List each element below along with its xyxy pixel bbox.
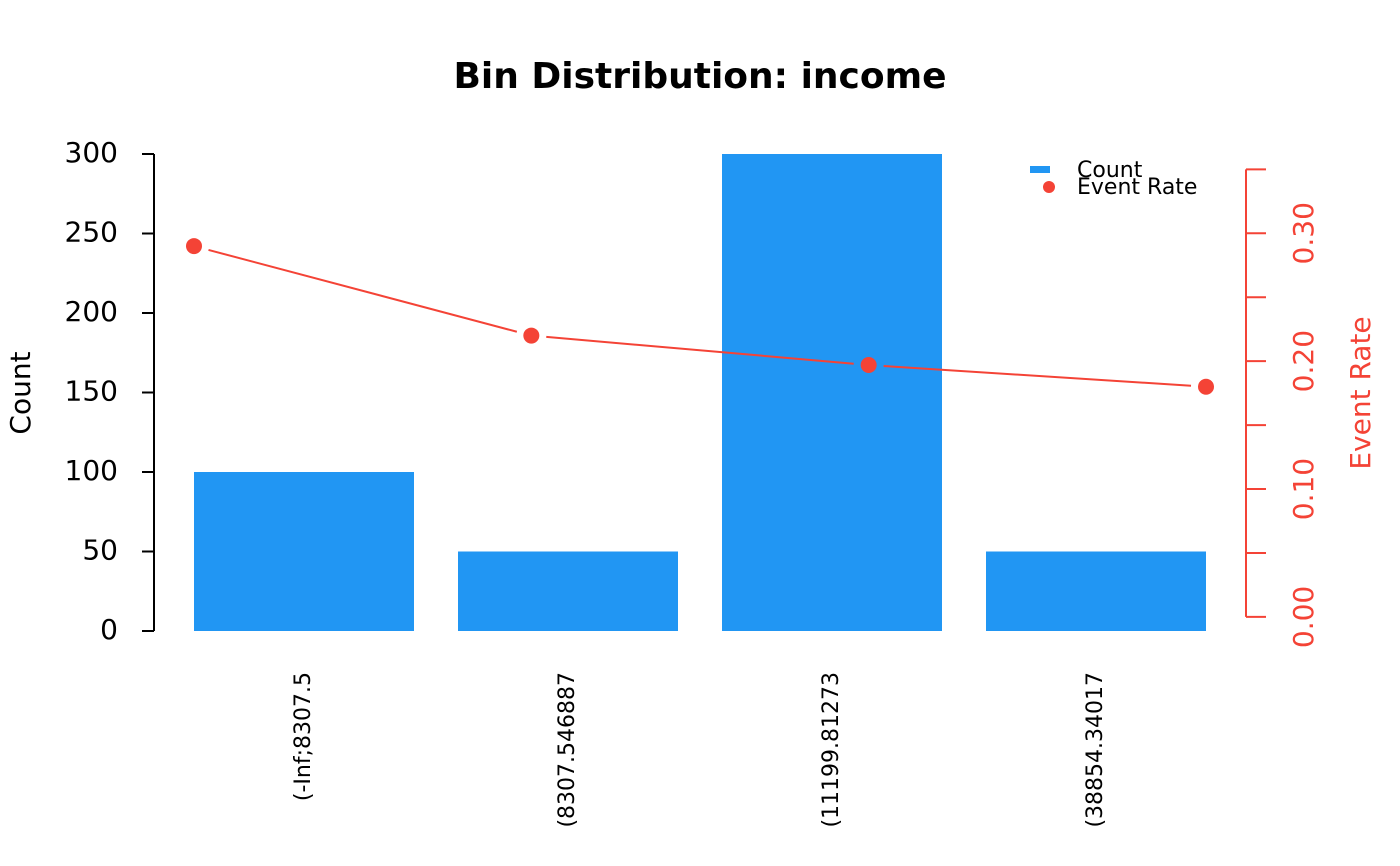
x-tick-label: (8307.546887: [555, 672, 580, 828]
rate-line-segment: [546, 335, 854, 365]
y2-tick-label: 0.00: [1287, 586, 1320, 648]
y2-tick-label: 0.30: [1287, 202, 1320, 264]
y-tick-label: 50: [82, 534, 118, 567]
bar: [458, 551, 678, 631]
x-tick-label: (38854.34017: [1083, 672, 1108, 828]
y-axis-label: Count: [4, 351, 37, 434]
x-tick-label: (-Inf;8307.5: [291, 672, 316, 801]
y2-tick-label: 0.10: [1287, 458, 1320, 520]
rate-point: [1198, 378, 1214, 395]
y2-axis-label: Event Rate: [1344, 316, 1377, 469]
rate-point: [860, 357, 877, 374]
y-tick-label: 200: [65, 295, 118, 328]
y2-tick-label: 0.20: [1287, 330, 1320, 392]
legend-swatch: [1030, 166, 1050, 173]
legend-label: Count: [1077, 158, 1143, 183]
y-tick-label: 0: [100, 613, 118, 646]
legend-swatch: [1043, 181, 1055, 193]
chart-title: Bin Distribution: income: [453, 56, 946, 97]
y-tick-label: 150: [65, 375, 118, 408]
rate-line-segment: [208, 248, 518, 333]
bar: [194, 472, 414, 631]
y-tick-label: 250: [65, 216, 118, 249]
rate-point: [186, 238, 202, 255]
rate-line-segment: [883, 364, 1192, 387]
rate-point: [523, 327, 540, 344]
y-tick-label: 100: [65, 454, 118, 487]
bar: [722, 154, 942, 631]
bar: [986, 551, 1206, 631]
legend-label: Event Rate: [1077, 175, 1197, 200]
y-tick-label: 300: [65, 136, 118, 169]
x-tick-label: (11199.81273: [819, 672, 844, 828]
